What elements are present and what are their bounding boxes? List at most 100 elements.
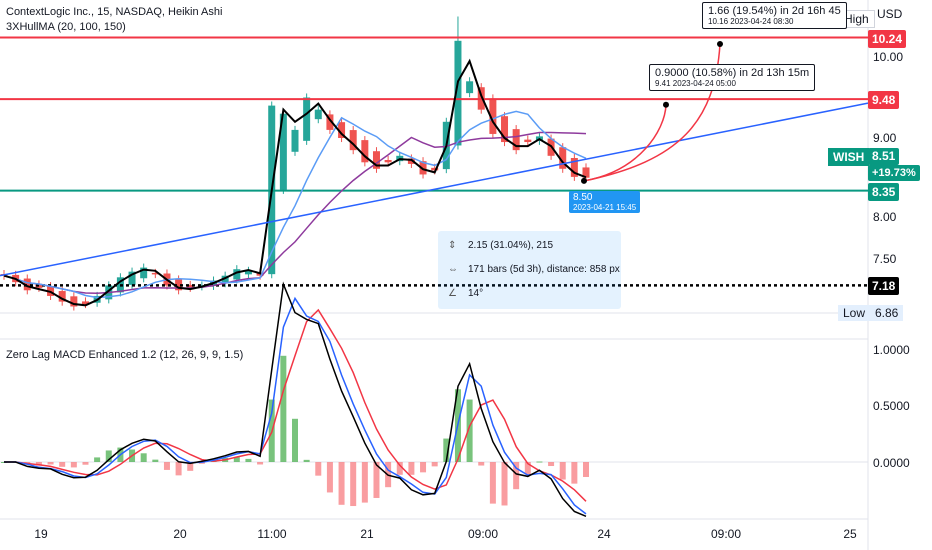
macd-histogram-bar xyxy=(513,462,520,490)
range-icon: ⇕ xyxy=(448,240,457,251)
hull-ma-slow-line xyxy=(3,131,587,295)
candle-body xyxy=(431,167,439,171)
anchor-datetime: 2023-04-21 15:45 xyxy=(573,203,637,212)
macd-histogram-bar xyxy=(315,462,322,476)
macd-fast-line xyxy=(4,281,587,517)
callout-lower-line1: 0.9000 (10.58%) in 2d 13h 15m xyxy=(655,67,810,79)
candle-body xyxy=(58,291,66,302)
macd-histogram-bar xyxy=(94,457,101,462)
macd-histogram-bar xyxy=(326,462,333,493)
last-price-tag: 8.51 xyxy=(868,148,900,165)
price-tick: 8.00 xyxy=(873,210,897,224)
projection-callout-upper[interactable]: 1.66 (19.54%) in 2d 16h 45 10.16 2023-04… xyxy=(702,2,847,29)
hull-ma-legend[interactable]: 3XHullMA (20, 100, 150) xyxy=(6,21,126,33)
candle-body xyxy=(128,271,136,285)
candle-body xyxy=(81,301,89,305)
low-label: Low xyxy=(838,305,871,321)
price-tick: 7.50 xyxy=(873,252,897,266)
change-percent-tag: +19.73% xyxy=(868,165,920,181)
macd-histogram-bar xyxy=(420,462,427,473)
macd-histogram-bar xyxy=(245,458,252,462)
candle-body xyxy=(175,279,183,291)
callout-lower-line2: 9.41 2023-04-24 05:00 xyxy=(655,79,736,88)
time-tick: 24 xyxy=(597,527,611,541)
macd-histogram-bar xyxy=(361,462,368,503)
time-tick: 21 xyxy=(360,527,374,541)
macd-histogram-bar xyxy=(280,355,287,462)
macd-line xyxy=(4,296,587,515)
candle-body xyxy=(326,114,334,130)
macd-tick: 0.5000 xyxy=(873,399,910,413)
support-tag[interactable]: 8.35 xyxy=(868,183,900,201)
candle-body xyxy=(559,147,567,169)
candle-body xyxy=(186,284,194,288)
bars-icon: ⇔ xyxy=(448,264,458,275)
candle-body xyxy=(23,278,31,291)
time-tick: 09:00 xyxy=(710,527,742,541)
measure-angle: 14° xyxy=(468,288,484,299)
candle-body xyxy=(501,116,509,143)
time-tick: 09:00 xyxy=(467,527,499,541)
candle-body xyxy=(303,97,311,141)
macd-histogram-bar xyxy=(175,462,182,476)
macd-histogram-bar xyxy=(105,450,112,462)
macd-tick: 0.0000 xyxy=(873,456,910,470)
candle-body xyxy=(140,267,148,279)
candle-body xyxy=(314,109,322,120)
callout-upper-line2: 10.16 2023-04-24 08:30 xyxy=(708,17,794,26)
dotted-level-tag[interactable]: 7.18 xyxy=(868,277,900,295)
macd-histogram-bar xyxy=(373,462,380,498)
macd-histogram-bar xyxy=(548,462,555,467)
macd-histogram-bar xyxy=(443,438,450,462)
candle-body xyxy=(582,167,590,178)
macd-histogram-bar xyxy=(292,418,298,462)
candle-body xyxy=(70,296,78,307)
candle-body xyxy=(407,158,415,164)
candle-body xyxy=(221,275,229,284)
symbol-title: ContextLogic Inc., 15, NASDAQ, Heikin As… xyxy=(6,6,223,18)
resistance-tag-lower[interactable]: 9.48 xyxy=(868,91,900,109)
candle-body xyxy=(279,113,287,190)
projection-callout-lower[interactable]: 0.9000 (10.58%) in 2d 13h 15m 9.41 2023-… xyxy=(649,64,816,91)
anchor-price: 8.50 xyxy=(573,192,593,203)
anchor-dot xyxy=(581,177,587,184)
time-tick: 25 xyxy=(843,527,857,541)
macd-histogram-bar xyxy=(524,462,531,475)
macd-histogram-bar xyxy=(257,462,264,465)
macd-signal-line xyxy=(4,308,587,502)
hull-ma-fast-line xyxy=(3,58,587,307)
macd-histogram-bar xyxy=(152,459,159,462)
candle-body xyxy=(419,161,427,175)
price-tick: 9.00 xyxy=(873,131,897,145)
candle-body xyxy=(338,122,346,138)
macd-histogram-bar xyxy=(35,462,42,466)
candle-body xyxy=(466,81,474,94)
macd-histogram-bar xyxy=(233,457,240,462)
candle-body xyxy=(384,159,392,163)
macd-histogram-bar xyxy=(187,462,194,471)
trend-line xyxy=(0,102,869,277)
macd-histogram-bar xyxy=(59,462,66,467)
projection-dot-lower xyxy=(663,101,669,108)
macd-histogram-bar xyxy=(583,462,589,477)
candle-body xyxy=(489,98,497,134)
candle-body xyxy=(454,40,462,146)
macd-histogram-bar xyxy=(431,462,438,467)
candle-body xyxy=(244,270,252,275)
candle-body xyxy=(372,151,380,169)
macd-histogram-bar xyxy=(70,462,77,468)
resistance-tag-upper[interactable]: 10.24 xyxy=(868,30,907,48)
angle-icon: ∠ xyxy=(448,288,457,299)
candle-body xyxy=(570,157,578,177)
anchor-point-tag: 8.50 2023-04-21 15:45 xyxy=(569,191,641,213)
macd-histogram-bar xyxy=(338,462,345,505)
macd-legend[interactable]: Zero Lag MACD Enhanced 1.2 (12, 26, 9, 9… xyxy=(6,349,244,361)
macd-histogram-bar xyxy=(82,462,89,465)
time-tick: 11:00 xyxy=(257,527,287,541)
measure-range: 2.15 (31.04%), 215 xyxy=(468,240,554,251)
measure-tool[interactable]: ⇕ 2.15 (31.04%), 215 ⇔ 171 bars (5d 3h),… xyxy=(438,231,621,309)
macd-histogram-bar xyxy=(571,462,578,484)
macd-pane xyxy=(0,281,868,517)
candle-body xyxy=(361,140,369,163)
